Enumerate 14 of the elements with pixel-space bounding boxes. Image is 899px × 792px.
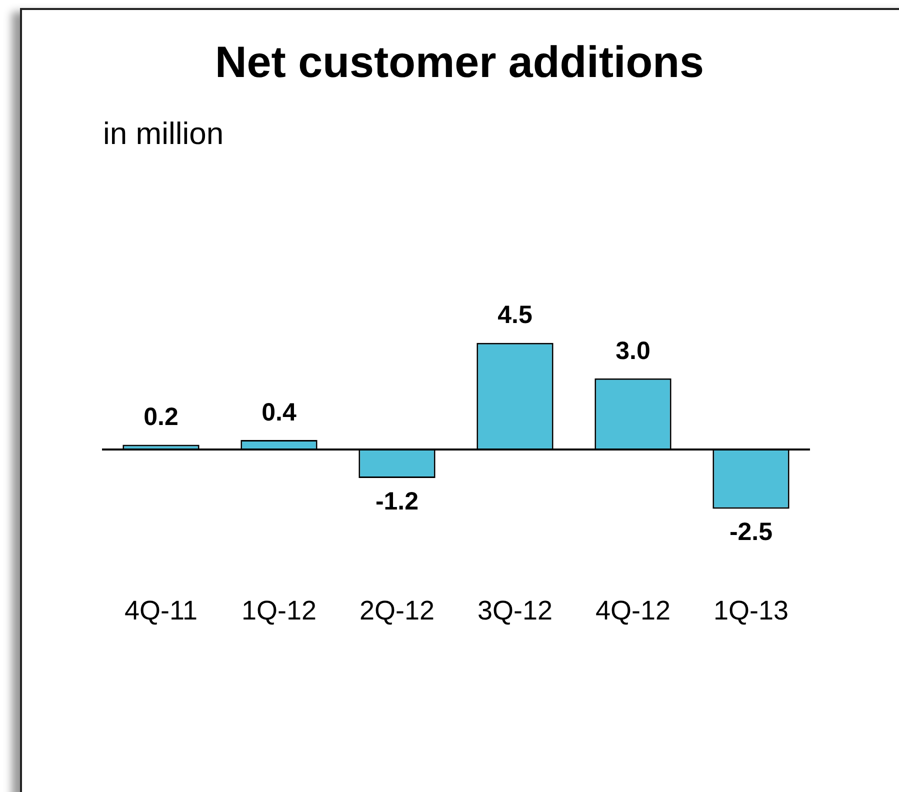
data-label: 0.2 — [144, 403, 178, 432]
chart-title: Net customer additions — [214, 38, 705, 88]
x-tick-label: 3Q-12 — [477, 595, 553, 626]
x-tick-label: 1Q-13 — [713, 595, 789, 626]
data-label: 3.0 — [616, 336, 650, 365]
x-tick-label: 4Q-11 — [124, 595, 198, 626]
data-label: -2.5 — [729, 518, 773, 546]
x-tick-label: 1Q-12 — [241, 595, 317, 626]
data-label: 4.5 — [498, 301, 532, 330]
chart-subtitle: in million — [103, 116, 224, 152]
x-tick-label: 2Q-12 — [359, 595, 435, 626]
data-label: 0.4 — [262, 398, 296, 426]
x-tick-label: 4Q-12 — [595, 595, 671, 626]
data-label: -1.2 — [375, 487, 419, 516]
